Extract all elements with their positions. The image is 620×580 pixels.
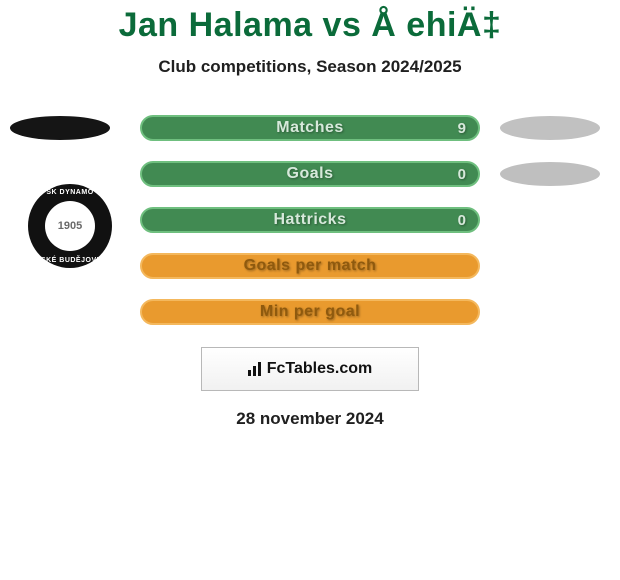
stat-label: Matches	[276, 119, 344, 137]
stat-bar-matches: Matches 9	[140, 115, 480, 141]
stat-label: Goals per match	[244, 257, 377, 275]
brand-box[interactable]: FcTables.com	[201, 347, 419, 391]
badge-text-top: SK DYNAMO	[46, 189, 93, 196]
stat-label: Goals	[287, 165, 334, 183]
stat-label: Hattricks	[274, 211, 347, 229]
stat-bar-min-per-goal: Min per goal	[140, 299, 480, 325]
stat-value: 9	[458, 120, 466, 137]
stat-label: Min per goal	[260, 303, 360, 321]
left-ellipse-icon	[10, 116, 110, 140]
stat-value: 0	[458, 212, 466, 229]
bar-chart-icon	[248, 362, 261, 376]
stat-row-matches: Matches 9	[0, 115, 620, 141]
date-text: 28 november 2024	[0, 409, 620, 429]
brand-text: FcTables.com	[267, 360, 373, 378]
stat-value: 0	[458, 166, 466, 183]
right-ellipse-icon	[500, 116, 600, 140]
stat-bar-hattricks: Hattricks 0	[140, 207, 480, 233]
stat-bar-goals: Goals 0	[140, 161, 480, 187]
club-badge-left: SK DYNAMO 1905 ČESKÉ BUDĚJOVICE	[28, 184, 112, 268]
badge-year: 1905	[58, 220, 82, 232]
stat-row-min-per-goal: Min per goal	[0, 299, 620, 325]
subtitle: Club competitions, Season 2024/2025	[0, 57, 620, 77]
stat-bar-goals-per-match: Goals per match	[140, 253, 480, 279]
comparison-widget: Jan Halama vs Å ehiÄ‡ Club competitions,…	[0, 6, 620, 580]
page-title: Jan Halama vs Å ehiÄ‡	[0, 6, 620, 45]
badge-text-bottom: ČESKÉ BUDĚJOVICE	[30, 257, 110, 264]
right-ellipse-icon	[500, 162, 600, 186]
